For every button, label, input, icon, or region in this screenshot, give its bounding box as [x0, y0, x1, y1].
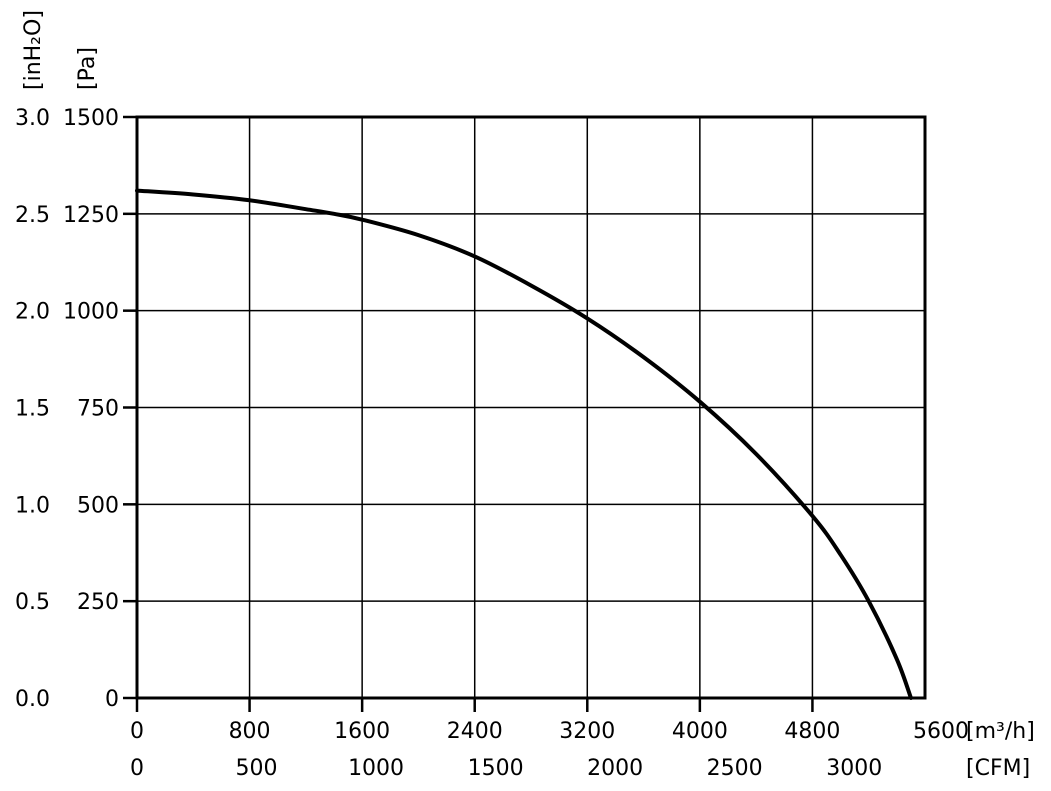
x-tick-label-m3h: 4800: [784, 719, 840, 744]
x-tick-label-cfm: 1000: [348, 756, 404, 781]
series-line-pressure-curve: [135, 188, 913, 700]
x-tick-label-cfm: 2000: [587, 756, 643, 781]
x-axis-unit-m3h: [m³/h]: [966, 719, 1035, 744]
x-tick-label-cfm: 3000: [826, 756, 882, 781]
x-tick-label-m3h: 4000: [672, 719, 728, 744]
y-tick-label-inh2o: 0.5: [15, 590, 50, 615]
y-tick-label-pa: 250: [77, 590, 119, 615]
x-tick-label-m3h: 0: [130, 719, 144, 744]
y-axis-unit-inh2o: [inH₂O]: [21, 10, 46, 90]
y-tick-label-inh2o: 0.0: [15, 687, 50, 712]
grid-lines: [137, 117, 925, 698]
y-tick-label-pa: 500: [77, 493, 119, 518]
y-tick-label-pa: 1500: [63, 106, 119, 131]
y-tick-label-inh2o: 2.5: [15, 203, 50, 228]
y-tick-label-pa: 0: [105, 687, 119, 712]
x-tick-label-m3h: 2400: [447, 719, 503, 744]
series-layer: [135, 188, 913, 700]
x-tick-label-cfm: 0: [130, 756, 144, 781]
axis-ticks: [123, 115, 814, 712]
x-tick-label-cfm: 2500: [707, 756, 763, 781]
x-tick-label-m3h: 3200: [559, 719, 615, 744]
y-tick-label-pa: 1250: [63, 203, 119, 228]
x-tick-label-m3h: 1600: [334, 719, 390, 744]
x-tick-label-m3h: 5600: [913, 719, 969, 744]
y-tick-label-inh2o: 3.0: [15, 106, 50, 131]
y-tick-label-pa: 750: [77, 397, 119, 422]
x-tick-label-m3h: 800: [229, 719, 271, 744]
x-tick-label-cfm: 1500: [468, 756, 524, 781]
y-tick-label-pa: 1000: [63, 300, 119, 325]
y-tick-label-inh2o: 1.0: [15, 493, 50, 518]
y-tick-label-inh2o: 1.5: [15, 397, 50, 422]
x-axis-unit-cfm: [CFM]: [966, 756, 1030, 781]
y-tick-label-inh2o: 2.0: [15, 300, 50, 325]
tick-labels: 0 250 500 750 1000 1250 1500 0.0 0.5 1.0 1.5 2.0 2.5…: [15, 106, 969, 781]
y-axis-unit-pa: [Pa]: [75, 47, 100, 90]
x-tick-label-cfm: 500: [236, 756, 278, 781]
